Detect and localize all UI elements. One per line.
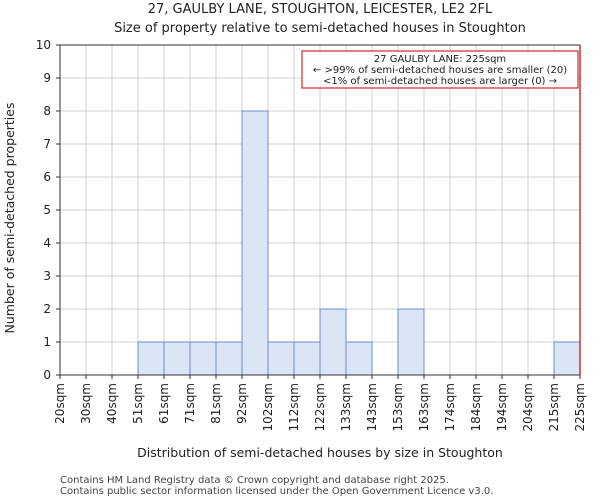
bar [241,110,269,376]
x-tick-label: 204sqm [521,383,535,431]
annotation-line-1: 27 GAULBY LANE: 225sqm [374,54,506,65]
x-tick-label: 102sqm [261,383,275,431]
x-tick-label: 20sqm [53,383,67,424]
x-axis-label: Distribution of semi-detached houses by … [137,445,503,460]
y-tick-label: 8 [43,104,51,118]
bar [189,341,217,376]
x-tick-label: 92sqm [235,383,249,424]
x-tick-label: 40sqm [105,383,119,424]
x-tick-label: 71sqm [183,383,197,424]
y-tick-label: 6 [43,170,51,184]
bar [267,341,295,376]
y-tick-label: 4 [43,236,51,250]
bar [397,308,425,376]
annotation-line-3: <1% of semi-detached houses are larger (… [323,76,557,87]
annotation-frame [301,50,579,89]
y-tick-label: 10 [36,38,51,52]
x-tick-label: 51sqm [131,383,145,424]
y-axis-label: Number of semi-detached properties [2,103,17,334]
y-tick-label: 0 [43,368,51,382]
y-tick-label: 3 [43,269,51,283]
x-tick-label: 184sqm [469,383,483,431]
chart-title: 27, GAULBY LANE, STOUGHTON, LEICESTER, L… [148,2,493,17]
annotation-box: 27 GAULBY LANE: 225sqm ← >99% of semi-de… [301,50,579,89]
x-tick-label: 225sqm [573,383,587,431]
x-tick-label: 30sqm [79,383,93,424]
bars [137,110,581,376]
bar [215,341,243,376]
x-tick-label: 163sqm [417,383,431,431]
x-tick-label: 122sqm [313,383,327,431]
y-tick-label: 5 [43,203,51,217]
x-tick-label: 143sqm [365,383,379,431]
y-tick-label: 1 [43,335,51,349]
bar [553,341,581,376]
bar [345,341,373,376]
x-tick-label: 194sqm [495,383,509,431]
bar [137,341,165,376]
chart-subtitle: Size of property relative to semi-detach… [114,21,526,36]
y-tick-label: 7 [43,137,51,151]
bar [319,308,347,376]
footer-copyright: Contains HM Land Registry data © Crown c… [60,475,449,486]
y-tick-label: 9 [43,71,51,85]
footer-licence: Contains public sector information licen… [60,486,493,497]
x-tick-label: 112sqm [287,383,301,431]
bar [163,341,191,376]
x-tick-label: 61sqm [157,383,171,424]
y-tick-label: 2 [43,302,51,316]
x-tick-label: 153sqm [391,383,405,431]
bar [293,341,321,376]
x-tick-label: 81sqm [209,383,223,424]
x-tick-label: 215sqm [547,383,561,431]
x-tick-labels: 20sqm 30sqm 40sqm 51sqm 61sqm 71sqm 81sqm 92sqm… [53,375,587,431]
annotation-line-2: ← >99% of semi-detached houses are small… [313,65,567,76]
x-tick-label: 174sqm [443,383,457,431]
y-tick-labels: 0 1 2 3 4 5 6 7 8 9 10 [36,38,60,382]
x-tick-label: 133sqm [339,383,353,431]
